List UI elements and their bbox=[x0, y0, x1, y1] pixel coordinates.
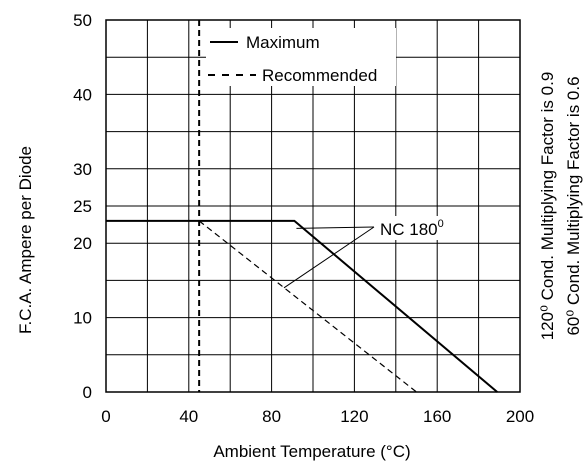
y-tick-label: 20 bbox=[73, 234, 92, 253]
series-lines bbox=[106, 20, 498, 393]
y-tick-labels: 0 10 20 25 30 40 50 bbox=[73, 11, 92, 402]
right-note-60: 60⁰ Cond. Multiplying Factor is 0.6 bbox=[564, 76, 583, 335]
x-axis-label: Ambient Temperature (°C) bbox=[213, 442, 410, 461]
x-tick-label: 40 bbox=[179, 407, 198, 426]
annotation-label: NC 1800 bbox=[380, 218, 444, 239]
y-tick-label: 0 bbox=[83, 383, 92, 402]
legend-label-maximum: Maximum bbox=[246, 33, 320, 52]
y-tick-label: 25 bbox=[73, 197, 92, 216]
annotation: NC 1800 bbox=[283, 216, 446, 289]
plot-frame bbox=[105, 19, 521, 393]
legend-label-recommended: Recommended bbox=[262, 66, 377, 85]
y-tick-label: 10 bbox=[73, 309, 92, 328]
x-tick-label: 0 bbox=[101, 407, 110, 426]
legend-background bbox=[206, 28, 396, 86]
y-axis-label: F.C.A. Ampere per Diode bbox=[16, 146, 35, 334]
legend: Maximum Recommended bbox=[206, 28, 396, 86]
x-tick-label: 120 bbox=[340, 407, 368, 426]
annotation-leader bbox=[283, 226, 375, 289]
x-tick-label: 80 bbox=[262, 407, 281, 426]
annotation-background bbox=[376, 216, 446, 240]
x-tick-label: 160 bbox=[423, 407, 451, 426]
series-maximum bbox=[106, 219, 498, 393]
y-tick-label: 50 bbox=[73, 11, 92, 30]
series-recommended bbox=[198, 220, 417, 393]
y-tick-label: 30 bbox=[73, 160, 92, 179]
annotation-degree: 0 bbox=[438, 218, 444, 230]
annotation-leader bbox=[296, 226, 375, 229]
right-note-120: 120⁰ Cond. Multiplying Factor is 0.9 bbox=[538, 72, 557, 341]
x-tick-labels: 0 40 80 120 160 200 bbox=[101, 407, 534, 426]
y-tick-label: 40 bbox=[73, 85, 92, 104]
x-tick-label: 200 bbox=[506, 407, 534, 426]
